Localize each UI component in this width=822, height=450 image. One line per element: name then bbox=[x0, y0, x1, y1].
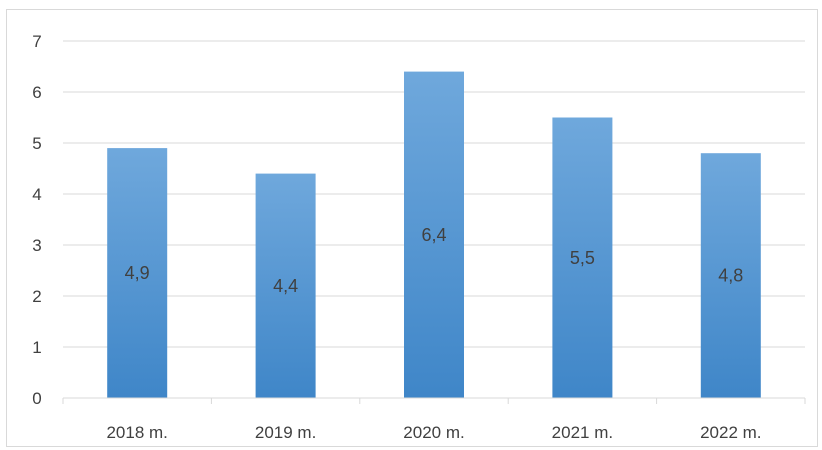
x-axis-tick-labels: 2018 m. 2019 m. 2020 m. 2021 m. 2022 m. bbox=[106, 423, 761, 442]
bar bbox=[255, 173, 316, 398]
y-tick-label: 1 bbox=[32, 338, 41, 357]
bar bbox=[700, 153, 761, 398]
y-tick-label: 2 bbox=[32, 287, 41, 306]
y-tick-label: 4 bbox=[32, 185, 41, 204]
y-axis-tick-labels: 0 1 2 3 4 5 6 7 bbox=[32, 32, 41, 408]
data-label: 4,9 bbox=[125, 263, 150, 283]
x-axis bbox=[62, 397, 806, 404]
x-tick-label: 2018 m. bbox=[106, 423, 167, 442]
chart-area: 0 1 2 3 4 5 6 7 2018 m. 2019 m. 2020 m. 2021 m. 202… bbox=[6, 9, 818, 447]
x-tick-label: 2020 m. bbox=[403, 423, 464, 442]
y-tick-label: 5 bbox=[32, 134, 41, 153]
y-tick-label: 0 bbox=[32, 389, 41, 408]
bars bbox=[107, 71, 761, 398]
bar bbox=[404, 71, 464, 398]
data-label: 6,4 bbox=[421, 225, 446, 245]
data-label: 4,4 bbox=[273, 276, 298, 296]
bar bbox=[552, 117, 613, 398]
data-label: 4,8 bbox=[718, 266, 743, 286]
y-tick-label: 6 bbox=[32, 83, 41, 102]
y-tick-label: 7 bbox=[32, 32, 41, 51]
bar-chart: 0 1 2 3 4 5 6 7 2018 m. 2019 m. 2020 m. 2021 m. 202… bbox=[32, 32, 806, 442]
bar bbox=[107, 148, 168, 398]
x-tick-label: 2019 m. bbox=[255, 423, 316, 442]
data-label: 5,5 bbox=[570, 248, 595, 268]
data-labels: 4,9 4,4 6,4 5,5 4,8 bbox=[125, 225, 744, 296]
x-tick-label: 2021 m. bbox=[552, 423, 613, 442]
y-tick-label: 3 bbox=[32, 236, 41, 255]
x-tick-label: 2022 m. bbox=[700, 423, 761, 442]
